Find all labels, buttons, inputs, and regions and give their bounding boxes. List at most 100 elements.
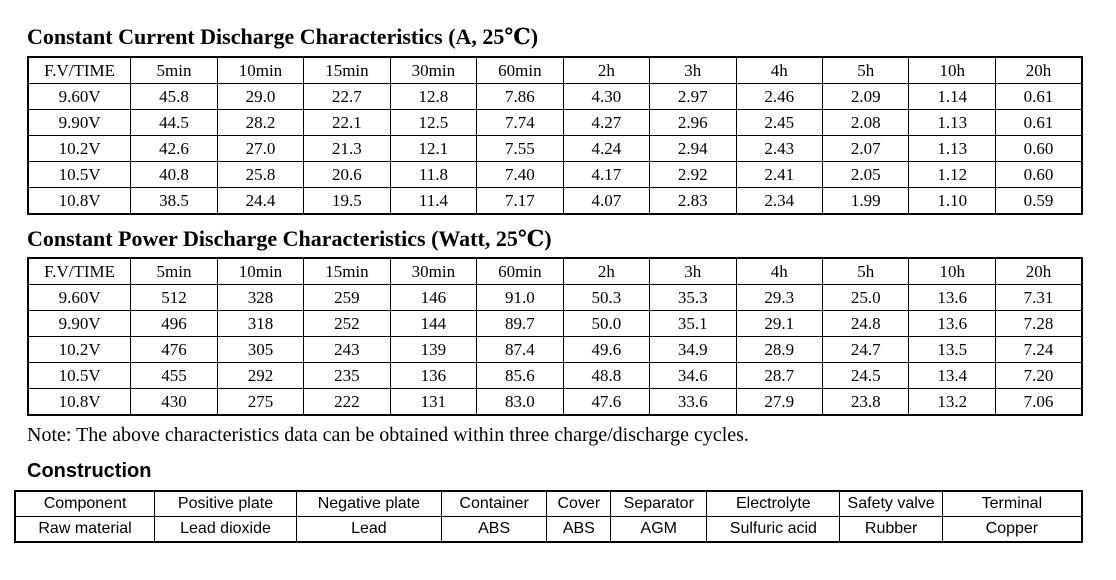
table-cell: 4.07	[562, 187, 651, 215]
table-row: Component Positive plate Negative plate Con…	[14, 490, 1083, 517]
table-cell: 9.90V	[27, 109, 132, 136]
table-cell: 0.61	[994, 109, 1083, 136]
power-discharge-title: Constant Power Discharge Characteristics…	[27, 226, 552, 251]
table-cell: 512	[130, 284, 218, 311]
table-cell: 144	[389, 310, 478, 337]
table-cell: 29.3	[735, 284, 824, 311]
table-cell: 38.5	[130, 187, 218, 215]
table-cell: 2.96	[649, 109, 737, 136]
table-cell: 4.24	[562, 135, 651, 162]
table-cell: 50.0	[562, 310, 651, 337]
column-header-cell: 60min	[476, 56, 564, 84]
table-cell: 91.0	[476, 284, 564, 311]
table-cell: 2.08	[821, 109, 910, 136]
table-cell: 29.1	[735, 310, 824, 337]
table-cell: 243	[303, 336, 391, 363]
table-cell: 7.17	[476, 187, 564, 215]
table-cell: 10.2V	[27, 135, 132, 162]
table-cell: 9.60V	[27, 284, 132, 311]
table-cell: 1.12	[908, 161, 996, 188]
table-cell: 9.90V	[27, 310, 132, 337]
table-cell: 40.8	[130, 161, 218, 188]
table-cell: 1.13	[908, 135, 996, 162]
table-cell: 131	[389, 388, 478, 416]
column-header-cell: 60min	[476, 257, 564, 285]
table-cell: 1.14	[908, 83, 996, 110]
table-cell: Negative plate	[295, 490, 442, 517]
table-cell: 83.0	[476, 388, 564, 416]
table-cell: 4.27	[562, 109, 651, 136]
table-cell: 47.6	[562, 388, 651, 416]
table-cell: 259	[303, 284, 391, 311]
table-row: 10.2V 476 305 243 139 87.4 49.6 34.9 28.9 24.7 13.…	[27, 336, 1083, 363]
table-cell: 0.60	[994, 135, 1083, 162]
table-cell: Separator	[610, 490, 708, 517]
table-cell: 25.8	[216, 161, 305, 188]
column-header-cell: 2h	[562, 257, 651, 285]
table-cell: 13.4	[908, 362, 996, 389]
column-header-cell: 20h	[994, 257, 1083, 285]
table-cell: Container	[440, 490, 548, 517]
table-cell: 7.55	[476, 135, 564, 162]
column-header-cell: 30min	[389, 257, 478, 285]
table-cell: ABS	[440, 516, 548, 543]
table-cell: Safety valve	[839, 490, 943, 517]
table-cell: 13.2	[908, 388, 996, 416]
table-cell: 49.6	[562, 336, 651, 363]
table-row: 9.90V 44.5 28.2 22.1 12.5 7.74 4.27 2.96 2.45 2.0…	[27, 109, 1083, 136]
column-header-cell: 10min	[216, 257, 305, 285]
constant-power-discharge-table: F.V/TIME 5min 10min 15min 30min 60min 2h 3h 4h 5h…	[27, 257, 1083, 416]
table-cell: 12.5	[389, 109, 478, 136]
table-cell: 1.10	[908, 187, 996, 215]
table-cell: 10.8V	[27, 388, 132, 416]
column-header-cell: 20h	[994, 56, 1083, 84]
table-cell: 44.5	[130, 109, 218, 136]
table-cell: 50.3	[562, 284, 651, 311]
table-cell: 22.7	[303, 83, 391, 110]
table-cell: 430	[130, 388, 218, 416]
column-header-cell: F.V/TIME	[27, 257, 132, 285]
table-cell: 27.9	[735, 388, 824, 416]
column-header-cell: 10h	[908, 257, 996, 285]
table-cell: 7.20	[994, 362, 1083, 389]
column-header-cell: 2h	[562, 56, 651, 84]
table-cell: 13.5	[908, 336, 996, 363]
constant-current-discharge-table: F.V/TIME 5min 10min 15min 30min 60min 2h 3h 4h 5h…	[27, 56, 1083, 215]
table-cell: 23.8	[821, 388, 910, 416]
table-cell: 1.13	[908, 109, 996, 136]
note-text: Note: The above characteristics data can…	[27, 424, 749, 446]
table-cell: 13.6	[908, 310, 996, 337]
table-cell: Terminal	[941, 490, 1083, 517]
construction-title: Construction	[27, 460, 152, 482]
table-cell: 318	[216, 310, 305, 337]
table-cell: 85.6	[476, 362, 564, 389]
table-cell: 13.6	[908, 284, 996, 311]
column-header-cell: 5min	[130, 257, 218, 285]
table-row: 9.60V 45.8 29.0 22.7 12.8 7.86 4.30 2.97 2.46 2.0…	[27, 83, 1083, 110]
table-cell: Raw material	[14, 516, 156, 543]
table-cell: Lead dioxide	[154, 516, 297, 543]
table-cell: 2.92	[649, 161, 737, 188]
table-cell: 35.1	[649, 310, 737, 337]
table-cell: 2.46	[735, 83, 824, 110]
column-header-cell: 4h	[735, 257, 824, 285]
table-cell: 7.40	[476, 161, 564, 188]
table-row: 10.8V 430 275 222 131 83.0 47.6 33.6 27.9 23.8 13.…	[27, 388, 1083, 416]
table-cell: 20.6	[303, 161, 391, 188]
table-cell: 34.9	[649, 336, 737, 363]
table-row: 10.5V 455 292 235 136 85.6 48.8 34.6 28.7 24.5 13.…	[27, 362, 1083, 389]
table-cell: 19.5	[303, 187, 391, 215]
table-cell: 0.60	[994, 161, 1083, 188]
table-cell: 48.8	[562, 362, 651, 389]
table-cell: AGM	[610, 516, 708, 543]
table-cell: 34.6	[649, 362, 737, 389]
table-cell: 21.3	[303, 135, 391, 162]
table-row: 10.2V 42.6 27.0 21.3 12.1 7.55 4.24 2.94 2.43 2.0…	[27, 135, 1083, 162]
column-header-cell: 3h	[649, 56, 737, 84]
column-header-cell: 5h	[821, 257, 910, 285]
column-header-cell: 10min	[216, 56, 305, 84]
table-cell: 2.45	[735, 109, 824, 136]
table-cell: 4.30	[562, 83, 651, 110]
table-cell: 146	[389, 284, 478, 311]
table-cell: 12.8	[389, 83, 478, 110]
